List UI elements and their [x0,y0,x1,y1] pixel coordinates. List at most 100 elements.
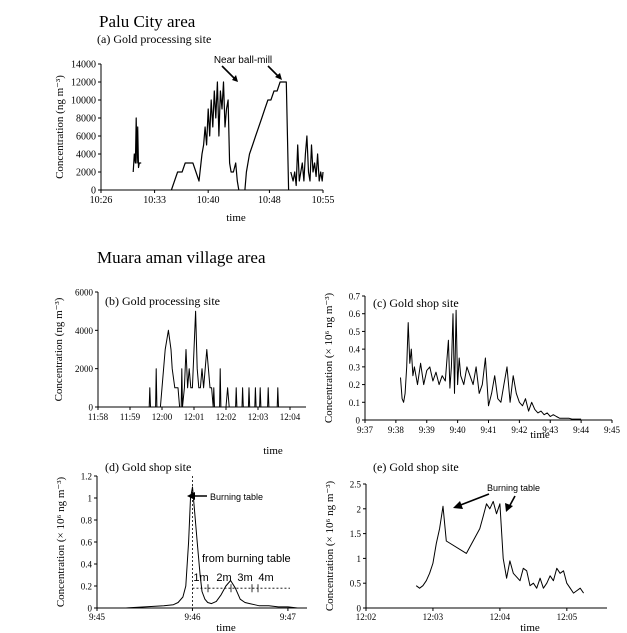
y-tick-label: 0 [356,416,361,426]
x-axis-label: time [216,622,236,633]
x-tick-label: 9:45 [89,612,106,622]
arrow-line [221,65,235,79]
x-axis-label: time [520,622,540,633]
y-tick-label: 12000 [71,78,96,89]
x-tick-label: 9:45 [604,425,621,435]
annotation-burning-table: Burning table [210,492,263,502]
y-tick-label: 0.6 [349,309,361,319]
x-tick-label: 9:43 [542,425,559,435]
y-tick-label: 0 [357,604,362,614]
annotation-from-burning-table: from burning table [202,553,291,565]
x-tick-label: 12:03 [248,412,269,422]
x-tick-label: 12:05 [557,612,578,622]
y-tick-label: 2000 [76,168,96,179]
arrow-head [187,492,195,500]
y-tick-label: 1.5 [350,529,362,539]
x-tick-label: 10:26 [90,195,113,206]
annotation-burning-table: Burning table [487,483,540,493]
y-tick-label: 0.5 [350,579,362,589]
y-tick-label: 0.2 [349,380,360,390]
x-tick-label: 10:48 [258,195,281,206]
x-tick-label: 9:41 [480,425,496,435]
chart-a: (a) Gold processing site 0 2000 4000 6000 800… [54,32,334,224]
x-axis-label: time [530,429,550,441]
x-tick-label: 12:02 [216,412,237,422]
annotation-distance-2m: 2m [216,572,231,584]
series-line [415,500,585,594]
y-tick-label: 14000 [71,60,96,71]
y-tick-label: 0.3 [349,362,361,372]
x-tick-label: 9:37 [357,425,374,435]
y-tick-label: 0 [91,186,96,197]
y-tick-label: 0.8 [81,516,93,526]
chart-title: (a) Gold processing site [97,32,211,46]
y-tick-label: 0 [89,403,94,413]
x-tick-label: 9:40 [450,425,467,435]
x-tick-label: 12:01 [184,412,205,422]
x-tick-label: 9:47 [280,612,297,622]
chart-title: (c) Gold shop site [373,296,459,310]
series-line [400,309,582,420]
series-line [148,310,290,408]
y-tick-label: 0.4 [81,560,93,570]
arrow-line [457,493,490,507]
series-line [101,486,298,609]
arrow-head [505,503,513,512]
chart-e: (e) Gold shop site 0 0.5 1 1.5 2 2.5 12:02 12:03… [324,460,607,633]
chart-c: (c) Gold shop site 0 0.1 0.2 0.3 0.4 0.5 0.6 0.7… [323,292,620,442]
y-tick-label: 0.4 [349,345,361,355]
chart-b: (b) Gold processing site 0 2000 4000 6000 11:… [53,288,306,457]
chart-title: (b) Gold processing site [105,294,220,308]
chart-title: (d) Gold shop site [105,460,191,474]
y-tick-label: 1.2 [81,472,92,482]
x-tick-label: 12:03 [423,612,444,622]
x-tick-label: 11:58 [88,412,109,422]
x-tick-label: 9:38 [388,425,405,435]
y-axis-label: Concentration (× 10⁶ ng m⁻³) [55,476,67,607]
annotation-distance-1m: 1m [193,572,208,584]
section-title-muara: Muara aman village area [97,248,266,267]
x-tick-label: 12:04 [280,412,301,422]
y-tick-label: 8000 [76,114,96,125]
x-tick-label: 9:44 [573,425,590,435]
x-tick-label: 9:39 [419,425,436,435]
annotation-distance-4m: 4m [258,572,273,584]
y-tick-label: 1 [357,554,362,564]
arrow-line [267,65,279,77]
y-tick-label: 0 [88,604,93,614]
chart-d: (d) Gold shop site 0 0.2 0.4 0.6 0.8 1 1.2 9:45 9… [55,460,307,633]
y-tick-label: 10000 [71,96,96,107]
series-line [244,81,290,191]
chart-title: (e) Gold shop site [373,460,459,474]
series-line [132,117,142,173]
y-tick-label: 2 [357,504,362,514]
x-tick-label: 10:33 [143,195,166,206]
arrow-head [232,75,238,82]
y-tick-label: 2.5 [350,480,362,490]
x-tick-label: 10:40 [197,195,220,206]
y-tick-label: 0.7 [349,292,361,302]
y-axis-label: Concentration (ng m⁻³) [53,297,65,401]
y-tick-label: 0.6 [81,538,93,548]
x-axis-label: time [226,212,246,224]
y-tick-label: 2000 [75,364,94,374]
y-tick-label: 0.2 [81,582,92,592]
series-line [170,81,240,191]
y-tick-label: 6000 [75,288,94,298]
x-tick-label: 9:42 [511,425,527,435]
y-tick-label: 6000 [76,132,96,143]
x-axis-label: time [263,445,283,457]
x-tick-label: 12:00 [152,412,173,422]
y-tick-label: 0.1 [349,398,360,408]
y-tick-label: 4000 [75,326,94,336]
section-title-palu: Palu City area [99,12,196,31]
x-tick-label: 11:59 [120,412,141,422]
x-tick-label: 12:02 [356,612,377,622]
annotation-distance-3m: 3m [237,572,252,584]
y-tick-label: 0.5 [349,327,361,337]
annotation-near-ball-mill: Near ball-mill [214,55,272,66]
y-tick-label: 1 [88,494,93,504]
x-tick-label: 9:46 [184,612,201,622]
x-tick-label: 12:04 [490,612,511,622]
